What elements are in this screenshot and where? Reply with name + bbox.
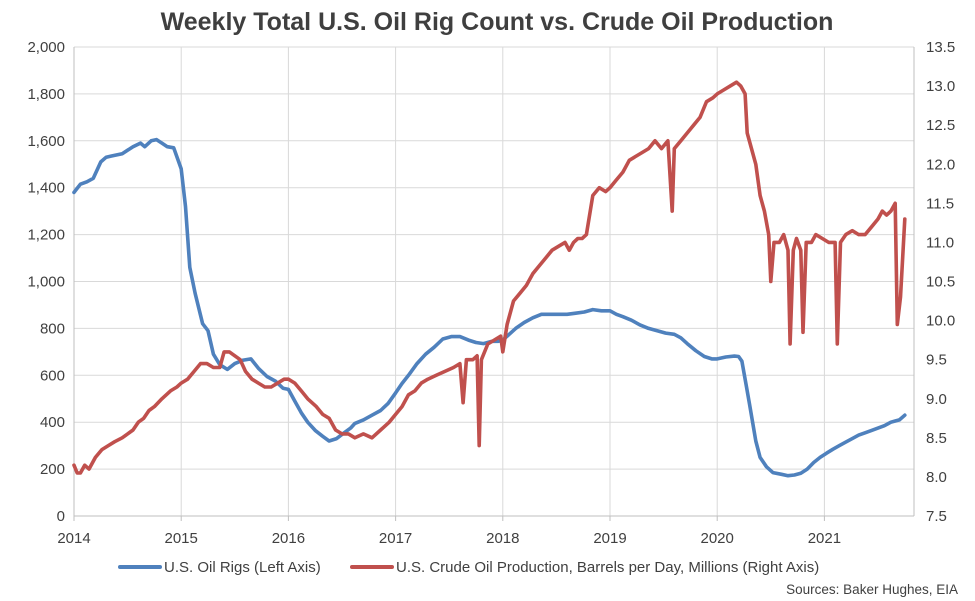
x-tick-label: 2015 [165,530,198,547]
series-line-oil-rigs [72,137,907,478]
y-right-tick-label: 12.5 [926,117,955,134]
y-left-tick-label: 2,000 [27,39,65,56]
x-tick-label: 2019 [593,530,626,547]
y-right-tick-label: 7.5 [926,508,947,525]
y-left-tick-label: 1,400 [27,180,65,197]
x-tick-label: 2016 [272,530,305,547]
y-right-tick-label: 13.0 [926,78,955,95]
chart-title: Weekly Total U.S. Oil Rig Count vs. Crud… [161,8,834,36]
y-left-tick-label: 1,000 [27,274,65,291]
legend-item-oil-rigs-label: U.S. Oil Rigs (Left Axis) [164,559,321,576]
x-tick-label: 2017 [379,530,412,547]
x-tick-label: 2020 [701,530,734,547]
legend-item-crude-production-label: U.S. Crude Oil Production, Barrels per D… [396,559,819,576]
y-left-tick-label: 1,200 [27,227,65,244]
y-left-tick-label: 1,800 [27,86,65,103]
source-note: Sources: Baker Hughes, EIA [786,582,958,597]
axis-layer: 0 200 400 600 800 1,000 1,200 1,400 1,600 1,800 2,… [27,39,955,547]
y-left-tick-label: 600 [40,367,65,384]
series-layer [72,80,907,478]
y-right-tick-label: 11.5 [926,195,954,212]
y-left-tick-label: 400 [40,414,65,431]
series-line-crude-production [72,80,907,475]
y-right-tick-label: 13.5 [926,39,955,56]
y-right-tick-label: 12.0 [926,156,955,173]
x-tick-label: 2021 [808,530,841,547]
y-right-tick-label: 8.0 [926,469,947,486]
x-tick-label: 2014 [57,530,90,547]
x-tick-label: 2018 [486,530,519,547]
y-right-tick-label: 11.0 [926,234,954,251]
y-left-tick-label: 200 [40,461,65,478]
y-left-tick-label: 800 [40,320,65,337]
y-right-tick-label: 8.5 [926,430,947,447]
y-right-tick-label: 9.0 [926,391,947,408]
y-right-tick-label: 10.0 [926,313,955,330]
legend: U.S. Oil Rigs (Left Axis) U.S. Crude Oil … [118,559,819,576]
y-left-tick-label: 0 [57,508,65,525]
y-right-tick-label: 10.5 [926,274,955,291]
y-left-tick-label: 1,600 [27,133,65,150]
y-right-tick-label: 9.5 [926,352,947,369]
